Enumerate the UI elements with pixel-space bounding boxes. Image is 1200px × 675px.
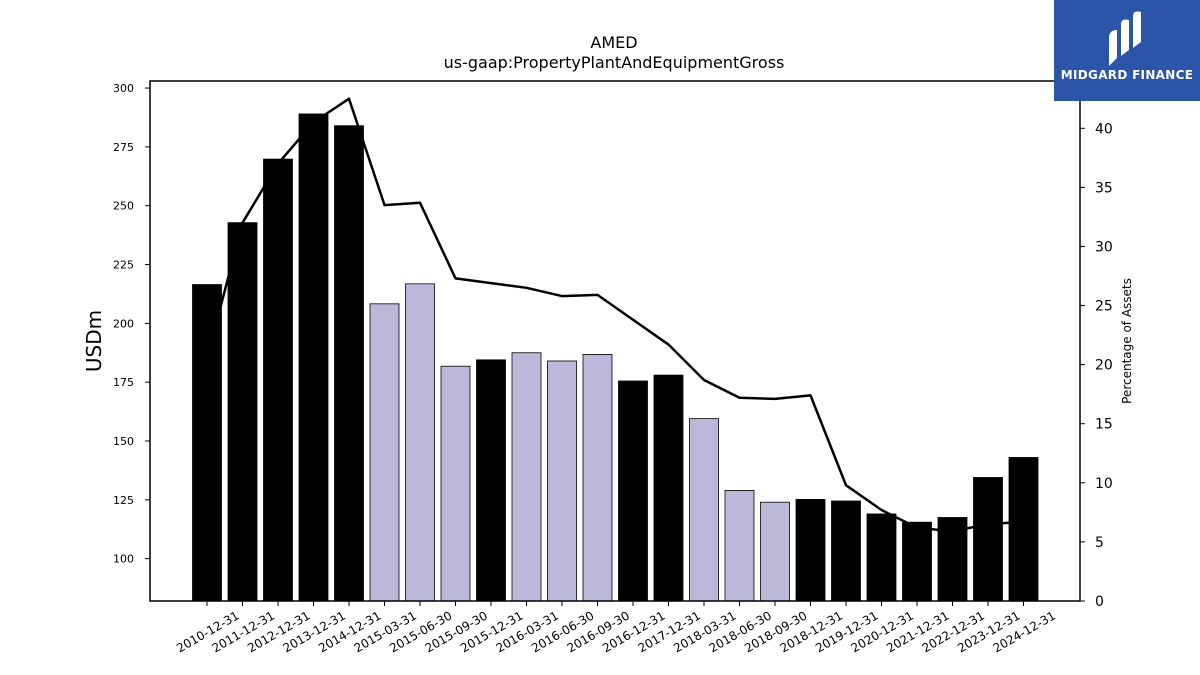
bar	[334, 125, 364, 602]
bar	[795, 498, 826, 602]
bar	[724, 490, 755, 602]
y2-tick-label: 30	[1095, 239, 1113, 255]
bar	[831, 500, 861, 602]
bar	[1008, 457, 1039, 602]
y2-tick-label: 0	[1095, 594, 1104, 610]
y-tick-label: 200	[113, 317, 134, 330]
bar	[547, 360, 577, 602]
chart-subtitle: us-gaap:PropertyPlantAndEquipmentGross	[444, 53, 785, 72]
bar	[476, 359, 506, 602]
bar	[192, 284, 222, 602]
bar	[760, 501, 790, 602]
chart-title: AMED	[590, 33, 637, 52]
y-axis-label: USDm	[82, 310, 106, 372]
bar	[653, 374, 684, 602]
y-tick-label: 225	[113, 259, 134, 272]
bar	[405, 283, 435, 602]
logo-text: MIDGARD FINANCE	[1060, 68, 1194, 82]
bar	[263, 158, 293, 602]
y-tick-label: 250	[113, 200, 134, 213]
left-axis: 100 125 150 175 200 225 250 275 300	[113, 82, 150, 566]
y2-tick-label: 5	[1095, 535, 1104, 551]
y2-tick-label: 40	[1095, 121, 1113, 137]
bar-series	[192, 113, 1039, 602]
y-tick-label: 300	[113, 82, 134, 95]
bar	[298, 113, 329, 602]
percentage-line	[205, 97, 1024, 533]
y-tick-label: 150	[113, 435, 134, 448]
midgard-finance-logo: MIDGARD FINANCE	[1054, 0, 1200, 101]
bar	[369, 303, 400, 602]
bar	[902, 521, 932, 602]
bar	[973, 477, 1003, 602]
midgard-logo-icon	[1109, 11, 1141, 66]
y-tick-label: 175	[113, 376, 134, 389]
bar	[866, 513, 897, 602]
y2-tick-label: 15	[1095, 417, 1113, 433]
y-tick-label: 275	[113, 141, 134, 154]
right-axis: 0 5 10 15 20 25 30 35 40	[1080, 121, 1113, 610]
bar	[440, 365, 471, 602]
bar	[582, 354, 613, 602]
y2-tick-label: 20	[1095, 358, 1113, 374]
y2-tick-label: 35	[1095, 180, 1113, 196]
y-tick-label: 100	[113, 553, 134, 566]
y2-axis-label: Percentage of Assets	[1120, 278, 1134, 404]
x-axis: 2010-12-312011-12-312012-12-312013-12-31…	[174, 601, 1058, 655]
y2-tick-label: 10	[1095, 476, 1113, 492]
bar	[227, 222, 258, 602]
y-tick-label: 125	[113, 494, 134, 507]
bar	[689, 418, 719, 602]
plot-frame	[149, 80, 1081, 602]
bar	[511, 352, 542, 602]
y2-tick-label: 25	[1095, 299, 1113, 315]
bar	[618, 380, 648, 602]
